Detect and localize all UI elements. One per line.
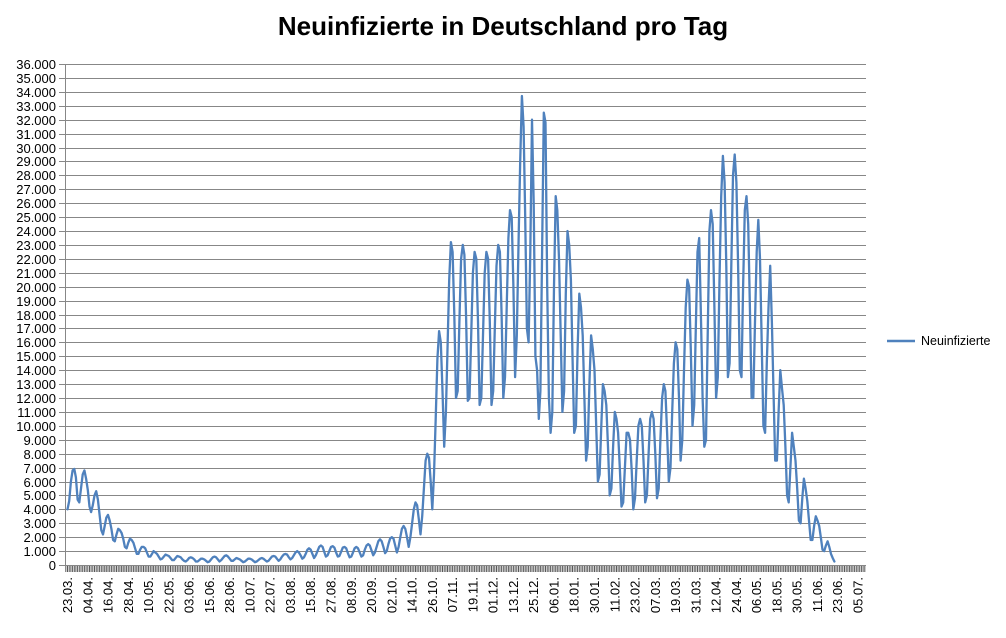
y-tick-label: 21.000 xyxy=(16,266,56,281)
y-tick-label: 34.000 xyxy=(16,85,56,100)
y-tick-label: 23.000 xyxy=(16,238,56,253)
x-tick-label: 19.03. xyxy=(668,577,683,613)
x-tick-label: 25.12. xyxy=(526,577,541,613)
x-tick-label: 15.06. xyxy=(202,577,217,613)
y-tick-label: 12.000 xyxy=(16,391,56,406)
y-tick-label: 27.000 xyxy=(16,182,56,197)
x-tick-label: 05.07. xyxy=(851,577,866,613)
x-tick-label: 13.12. xyxy=(506,577,521,613)
x-tick-label: 24.04. xyxy=(729,577,744,613)
x-tick-label: 06.05. xyxy=(749,577,764,613)
x-tick-label: 14.10. xyxy=(405,577,420,613)
x-tick-label: 18.01. xyxy=(567,577,582,613)
x-tick-label: 30.01. xyxy=(587,577,602,613)
x-tick-label: 01.12. xyxy=(486,577,501,613)
y-tick-label: 13.000 xyxy=(16,377,56,392)
x-tick-label: 28.06. xyxy=(222,577,237,613)
legend: Neuinfizierte xyxy=(886,334,990,348)
y-tick-label: 32.000 xyxy=(16,113,56,128)
y-tick-label: 8.000 xyxy=(23,447,56,462)
y-tick-label: 22.000 xyxy=(16,252,56,267)
x-tick-label: 04.04. xyxy=(80,577,95,613)
y-tick-label: 7.000 xyxy=(23,461,56,476)
y-tick-label: 0 xyxy=(49,558,56,573)
y-tick-label: 6.000 xyxy=(23,475,56,490)
x-tick-label: 10.05. xyxy=(141,577,156,613)
x-tick-label: 12.04. xyxy=(709,577,724,613)
x-tick-label: 22.05. xyxy=(161,577,176,613)
y-tick-label: 24.000 xyxy=(16,224,56,239)
x-tick-label: 30.05. xyxy=(790,577,805,613)
x-tick-label: 28.04. xyxy=(121,577,136,613)
x-tick-label: 11.02. xyxy=(607,577,622,612)
y-tick-label: 14.000 xyxy=(16,363,56,378)
legend-label: Neuinfizierte xyxy=(921,334,991,348)
x-tick-label: 03.06. xyxy=(182,577,197,613)
x-tick-label: 11.06. xyxy=(810,577,825,612)
y-tick-label: 28.000 xyxy=(16,168,56,183)
x-tick-label: 19.11. xyxy=(465,577,480,612)
x-tick-label: 10.07. xyxy=(242,577,257,613)
y-tick-label: 36.000 xyxy=(16,57,56,72)
y-tick-label: 33.000 xyxy=(16,99,56,114)
y-tick-label: 31.000 xyxy=(16,127,56,142)
x-tick-label: 26.10. xyxy=(425,577,440,613)
chart-title: Neuinfizierte in Deutschland pro Tag xyxy=(277,11,729,41)
y-tick-label: 16.000 xyxy=(16,335,56,350)
x-tick-label: 07.11. xyxy=(445,577,460,612)
y-tick-label: 1.000 xyxy=(23,544,56,559)
y-tick-label: 35.000 xyxy=(16,71,56,86)
series-neuinfizierte-line xyxy=(66,94,836,564)
x-tick-label: 31.03. xyxy=(688,577,703,613)
y-tick-label: 10.000 xyxy=(16,419,56,434)
legend-line-icon xyxy=(887,339,915,343)
y-tick-label: 17.000 xyxy=(16,321,56,336)
y-tick-label: 19.000 xyxy=(16,294,56,309)
y-tick-label: 15.000 xyxy=(16,349,56,364)
y-tick-label: 2.000 xyxy=(23,530,56,545)
x-tick-label: 02.10. xyxy=(384,577,399,613)
y-tick-label: 20.000 xyxy=(16,280,56,295)
x-tick-label: 23.06. xyxy=(830,577,845,613)
x-tick-label: 23.03. xyxy=(60,577,75,613)
x-tick-label: 20.09. xyxy=(364,577,379,613)
x-tick-label: 22.07. xyxy=(263,577,278,613)
x-tick-label: 16.04. xyxy=(101,577,116,613)
y-tick-label: 9.000 xyxy=(23,433,56,448)
y-tick-label: 3.000 xyxy=(23,516,56,531)
x-tick-label: 15.08. xyxy=(303,577,318,613)
x-tick-label: 18.05. xyxy=(769,577,784,613)
x-day-ticks xyxy=(65,566,866,572)
y-tick-label: 26.000 xyxy=(16,196,56,211)
x-tick-label: 08.09. xyxy=(344,577,359,613)
x-tick-label: 23.02. xyxy=(628,577,643,613)
x-tick-label: 03.08. xyxy=(283,577,298,613)
y-tick-label: 5.000 xyxy=(23,488,56,503)
y-tick-label: 30.000 xyxy=(16,141,56,156)
y-tick-label: 18.000 xyxy=(16,308,56,323)
y-tick-label: 29.000 xyxy=(16,154,56,169)
x-tick-label: 06.01. xyxy=(546,577,561,613)
y-tick-label: 4.000 xyxy=(23,502,56,517)
y-tick-label: 25.000 xyxy=(16,210,56,225)
x-tick-label: 27.08. xyxy=(324,577,339,613)
y-tick-label: 11.000 xyxy=(17,405,56,420)
x-tick-label: 07.03. xyxy=(648,577,663,613)
